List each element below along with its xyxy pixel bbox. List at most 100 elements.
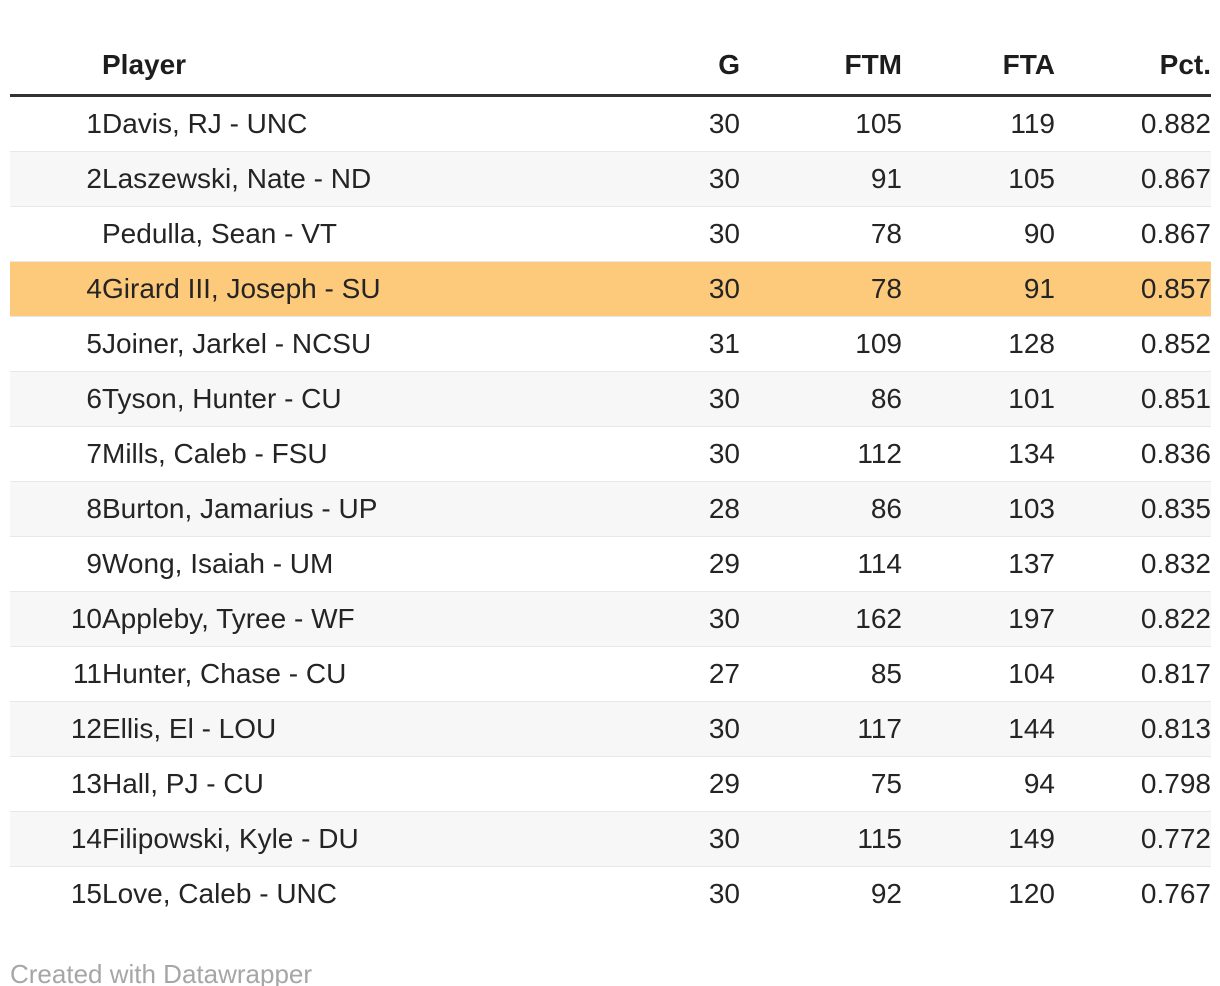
col-header-fta: FTA xyxy=(902,36,1055,97)
fta-cell: 197 xyxy=(902,591,1055,647)
games-cell: 30 xyxy=(580,151,740,207)
player-cell: Appleby, Tyree - WF xyxy=(102,591,580,647)
player-cell: Mills, Caleb - FSU xyxy=(102,426,580,482)
table-row: 12 Ellis, El - LOU 30 117 144 0.813 xyxy=(10,701,1211,757)
fta-cell: 103 xyxy=(902,481,1055,537)
ftm-cell: 92 xyxy=(740,866,902,921)
table-row: 8 Burton, Jamarius - UP 28 86 103 0.835 xyxy=(10,481,1211,537)
games-cell: 30 xyxy=(580,206,740,262)
col-header-games: G xyxy=(580,36,740,97)
fta-cell: 137 xyxy=(902,536,1055,592)
games-cell: 30 xyxy=(580,591,740,647)
player-cell: Girard III, Joseph - SU xyxy=(102,261,580,317)
pct-cell: 0.857 xyxy=(1055,261,1211,317)
games-cell: 30 xyxy=(580,371,740,427)
table-row: 11 Hunter, Chase - CU 27 85 104 0.817 xyxy=(10,646,1211,702)
rank-cell: 7 xyxy=(10,426,102,482)
rank-cell: 15 xyxy=(10,866,102,921)
table-row: 1 Davis, RJ - UNC 30 105 119 0.882 xyxy=(10,96,1211,152)
ftm-cell: 112 xyxy=(740,426,902,482)
col-header-pct: Pct. xyxy=(1055,36,1211,97)
fta-cell: 101 xyxy=(902,371,1055,427)
col-header-player: Player xyxy=(102,36,580,97)
pct-cell: 0.836 xyxy=(1055,426,1211,482)
pct-cell: 0.817 xyxy=(1055,646,1211,702)
pct-cell: 0.772 xyxy=(1055,811,1211,867)
fta-cell: 105 xyxy=(902,151,1055,207)
games-cell: 30 xyxy=(708,108,740,139)
fta-cell: 120 xyxy=(902,866,1055,921)
player-cell: Laszewski, Nate - ND xyxy=(102,151,580,207)
pct-cell: 0.835 xyxy=(1055,481,1211,537)
rank-cell: 4 xyxy=(10,261,102,317)
table-row: 5 Joiner, Jarkel - NCSU 31 109 128 0.852 xyxy=(10,316,1211,372)
pct-cell: 0.798 xyxy=(1055,756,1211,812)
player-cell: Wong, Isaiah - UM xyxy=(102,536,580,592)
pct-cell: 0.832 xyxy=(1055,536,1211,592)
header-row: Player G FTM FTA Pct. xyxy=(10,36,1211,97)
table-row: 9 Wong, Isaiah - UM 29 114 137 0.832 xyxy=(10,536,1211,592)
rank-cell: 13 xyxy=(10,756,102,812)
rank-cell: 11 xyxy=(10,646,102,702)
pct-cell: 0.851 xyxy=(1055,371,1211,427)
table-row: 10 Appleby, Tyree - WF 30 162 197 0.822 xyxy=(10,591,1211,647)
ftm-cell: 105 xyxy=(855,108,902,139)
table-row: 6 Tyson, Hunter - CU 30 86 101 0.851 xyxy=(10,371,1211,427)
fta-cell: 90 xyxy=(902,206,1055,262)
ftm-cell: 75 xyxy=(740,756,902,812)
table-row: 13 Hall, PJ - CU 29 75 94 0.798 xyxy=(10,756,1211,812)
ftm-cell: 78 xyxy=(740,261,902,317)
player-cell: Ellis, El - LOU xyxy=(102,701,580,757)
table-body: 1 Davis, RJ - UNC 30 105 119 0.882 2 Laszewski,… xyxy=(10,96,1211,921)
rank-cell: 12 xyxy=(10,701,102,757)
pct-cell: 0.813 xyxy=(1055,701,1211,757)
player-cell: Hall, PJ - CU xyxy=(102,756,580,812)
rank-cell: 1 xyxy=(86,108,102,139)
games-cell: 30 xyxy=(580,426,740,482)
rank-cell: 5 xyxy=(10,316,102,372)
games-cell: 27 xyxy=(580,646,740,702)
col-header-rank xyxy=(10,36,102,97)
table-row: 2 Laszewski, Nate - ND 30 91 105 0.867 xyxy=(10,151,1211,207)
pct-cell: 0.867 xyxy=(1055,151,1211,207)
fta-cell: 119 xyxy=(1010,108,1055,139)
rank-cell: 2 xyxy=(10,151,102,207)
rank-cell: 10 xyxy=(10,591,102,647)
pct-cell: 0.882 xyxy=(1140,108,1211,139)
games-cell: 28 xyxy=(580,481,740,537)
fta-cell: 128 xyxy=(902,316,1055,372)
ftm-cell: 117 xyxy=(740,701,902,757)
pct-cell: 0.822 xyxy=(1055,591,1211,647)
games-cell: 30 xyxy=(580,701,740,757)
pct-cell: 0.767 xyxy=(1055,866,1211,921)
free-throw-table: Player G FTM FTA Pct. 1 Davis, RJ - UNC 30… xyxy=(10,36,1211,921)
player-cell: Joiner, Jarkel - NCSU xyxy=(102,316,580,372)
player-cell: Hunter, Chase - CU xyxy=(102,646,580,702)
fta-cell: 104 xyxy=(902,646,1055,702)
games-cell: 31 xyxy=(580,316,740,372)
pct-cell: 0.867 xyxy=(1055,206,1211,262)
fta-cell: 134 xyxy=(902,426,1055,482)
player-cell: Love, Caleb - UNC xyxy=(102,866,580,921)
ftm-cell: 114 xyxy=(740,536,902,592)
player-cell: Pedulla, Sean - VT xyxy=(102,206,580,262)
player-cell: Tyson, Hunter - CU xyxy=(102,371,580,427)
ftm-cell: 86 xyxy=(740,481,902,537)
ftm-cell: 86 xyxy=(740,371,902,427)
rank-cell: 8 xyxy=(10,481,102,537)
rank-cell: 14 xyxy=(10,811,102,867)
ftm-cell: 85 xyxy=(740,646,902,702)
rank-cell xyxy=(10,206,102,262)
ftm-cell: 78 xyxy=(740,206,902,262)
games-cell: 30 xyxy=(580,261,740,317)
col-header-ftm: FTM xyxy=(740,36,902,97)
games-cell: 29 xyxy=(580,756,740,812)
pct-cell: 0.852 xyxy=(1055,316,1211,372)
player-cell: Burton, Jamarius - UP xyxy=(102,481,580,537)
ftm-cell: 91 xyxy=(740,151,902,207)
table-row: 14 Filipowski, Kyle - DU 30 115 149 0.772 xyxy=(10,811,1211,867)
rank-cell: 6 xyxy=(10,371,102,427)
ftm-cell: 115 xyxy=(740,811,902,867)
fta-cell: 149 xyxy=(902,811,1055,867)
